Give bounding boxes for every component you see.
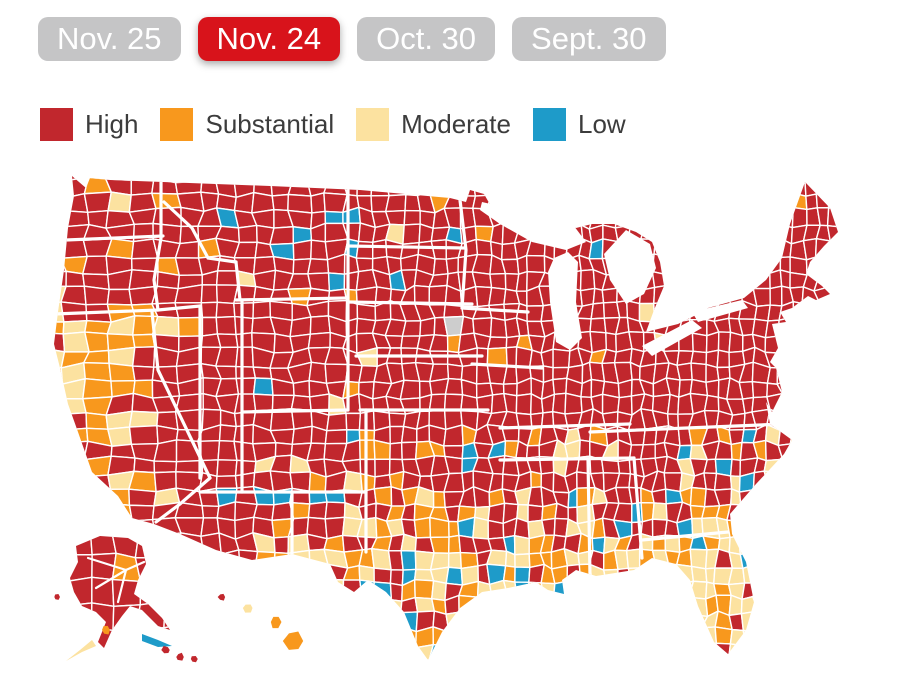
us-county-map[interactable]: [30, 160, 890, 677]
tab-nov-24-selected[interactable]: Nov. 24: [197, 17, 341, 61]
moderate-color-swatch: [356, 108, 390, 141]
low-color-swatch: [532, 108, 566, 141]
high-color-swatch: [40, 108, 73, 141]
legend-label-moderate: Moderate: [401, 109, 511, 139]
legend-item-moderate: Moderate: [356, 108, 511, 141]
islands: [54, 593, 304, 663]
date-tabs: Nov. 25 Nov. 24 Oct. 30 Sept. 30: [38, 17, 683, 61]
great-lakes: [480, 202, 748, 356]
legend-item-high: High: [40, 108, 138, 141]
legend-item-substantial: Substantial: [160, 108, 334, 141]
alaska: [70, 536, 170, 648]
legend-item-low: Low: [532, 108, 626, 141]
tab-sept-30[interactable]: Sept. 30: [512, 17, 666, 61]
us-map-svg[interactable]: [30, 160, 890, 677]
legend-label-substantial: Substantial: [205, 109, 335, 139]
legend: High Substantial Moderate Low: [40, 108, 648, 141]
legend-label-low: Low: [577, 109, 626, 139]
substantial-color-swatch: [160, 108, 194, 141]
tab-oct-30[interactable]: Oct. 30: [357, 17, 496, 61]
tab-nov-25[interactable]: Nov. 25: [38, 17, 181, 61]
legend-label-high: High: [85, 109, 139, 139]
county-cells: [54, 176, 838, 660]
